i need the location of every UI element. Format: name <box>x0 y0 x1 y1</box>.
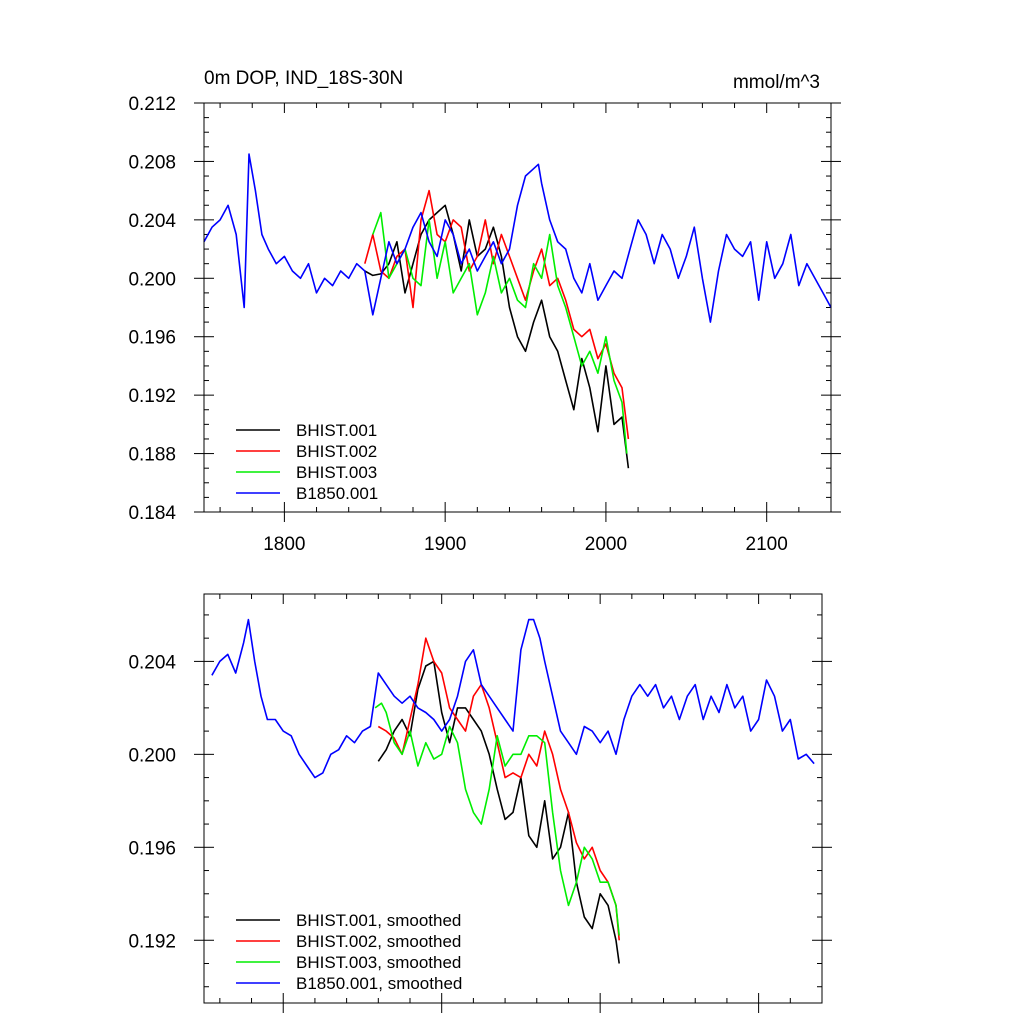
top-series-line-3 <box>203 153 832 323</box>
top-y-tick-label: 0.212 <box>128 94 176 115</box>
top-panel-title: 0m DOP, IND_18S-30N <box>204 68 403 89</box>
bottom-y-tick-label: 0.204 <box>128 652 176 673</box>
bottom-legend-label-2: BHIST.003, smoothed <box>296 953 461 972</box>
bottom-plot-frame <box>203 593 823 1004</box>
top-series-line-0 <box>364 204 630 469</box>
bottom-series-line-1 <box>377 637 620 941</box>
bottom-y-tick-label: 0.192 <box>128 931 176 952</box>
bottom-y-tick-label: 0.200 <box>128 745 176 766</box>
top-y-tick-label: 0.196 <box>128 328 176 349</box>
top-legend-label-3: B1850.001 <box>296 484 378 503</box>
top-y-tick-label: 0.204 <box>128 211 176 232</box>
bottom-legend-label-3: B1850.001, smoothed <box>296 974 462 993</box>
top-y-tick-label: 0.192 <box>128 386 176 407</box>
top-y-tick-label: 0.188 <box>128 445 176 466</box>
top-x-tick-label: 2100 <box>746 534 788 555</box>
top-series-line-1 <box>364 189 630 440</box>
top-panel-units: mmol/m^3 <box>733 72 820 93</box>
top-legend-label-2: BHIST.003 <box>296 463 377 482</box>
top-legend-label-0: BHIST.001 <box>296 421 377 440</box>
top-legend-label-1: BHIST.002 <box>296 442 377 461</box>
top-y-tick-label: 0.184 <box>128 503 176 524</box>
top-x-tick-label: 1800 <box>263 534 305 555</box>
top-x-tick-label: 1900 <box>424 534 466 555</box>
top-plot-frame <box>203 102 832 513</box>
top-y-tick-label: 0.208 <box>128 152 176 173</box>
bottom-series-line-0 <box>377 660 620 964</box>
top-legend: BHIST.001 BHIST.002 BHIST.003 B1850.001 <box>236 421 378 503</box>
top-panel: 0m DOP, IND_18S-30N mmol/m^3 1800 1900 200… <box>128 68 841 555</box>
bottom-y-tick-label: 0.196 <box>128 838 176 859</box>
top-y-tick-label: 0.200 <box>128 269 176 290</box>
bottom-series-line-2 <box>374 702 620 936</box>
top-series-line-2 <box>372 211 628 454</box>
bottom-panel: 0.192 0.196 0.200 0.204 BHIST.001, smoothed… <box>128 593 832 1013</box>
bottom-legend-label-0: BHIST.001, smoothed <box>296 911 461 930</box>
bottom-series-line-3 <box>211 618 815 779</box>
top-x-tick-label: 2000 <box>585 534 627 555</box>
bottom-legend-label-1: BHIST.002, smoothed <box>296 932 461 951</box>
bottom-legend: BHIST.001, smoothed BHIST.002, smoothed BH… <box>236 911 462 993</box>
